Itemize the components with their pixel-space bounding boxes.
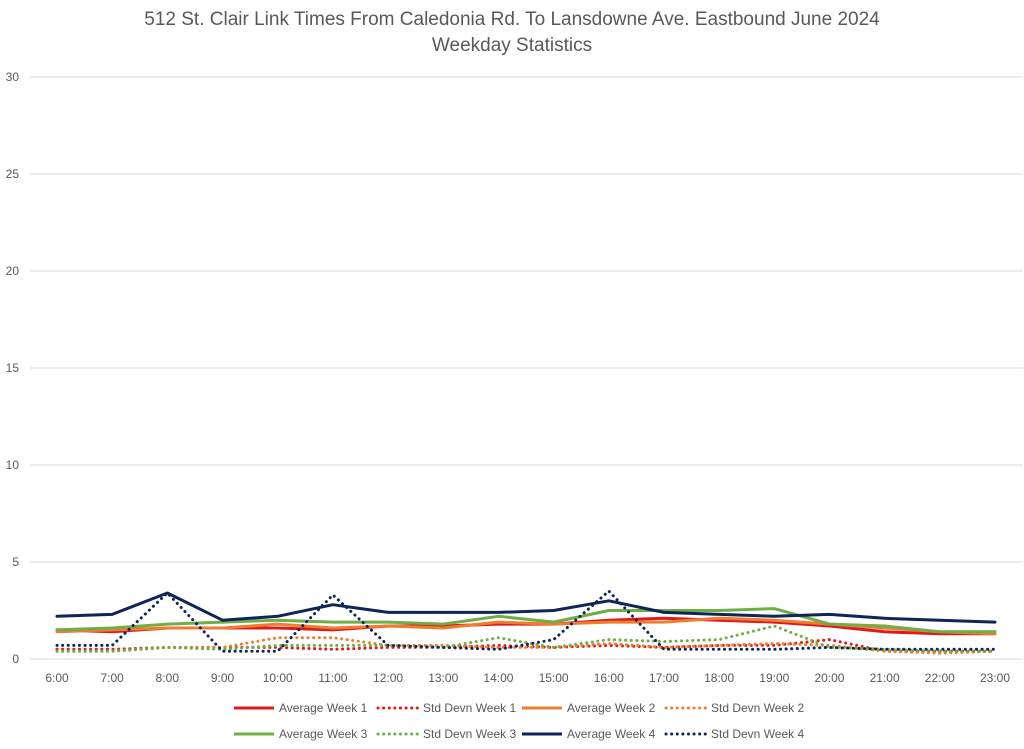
y-axis-ticks: 0 5 10 15 20 25 30 [6,70,20,666]
x-tick-label: 14:00 [483,671,513,685]
legend-item: Average Week 3 [234,727,368,741]
gridlines [30,76,1023,660]
x-axis-ticks: 6:00 7:00 8:00 9:00 10:00 11:00 12:00 13:00 14:0… [45,671,1010,685]
legend-label: Average Week 3 [279,727,368,741]
x-tick-label: 15:00 [539,671,569,685]
legend: Average Week 1 Std Devn Week 1 Average Wee… [234,701,804,741]
legend-item: Average Week 1 [234,701,368,715]
series-line-5 [55,607,997,634]
x-tick-label: 23:00 [980,671,1010,685]
x-tick-label: 6:00 [45,671,69,685]
x-tick-label: 16:00 [594,671,624,685]
series-line-8 [55,589,997,653]
x-tick-label: 8:00 [156,671,180,685]
y-tick-label: 25 [6,167,20,181]
legend-label: Std Devn Week 3 [423,727,516,741]
y-tick-label: 10 [6,458,20,472]
y-tick-label: 0 [12,652,19,666]
series-line-4 [55,636,997,655]
legend-item: Average Week 2 [522,701,656,715]
x-tick-label: 19:00 [759,671,789,685]
legend-item: Std Devn Week 3 [376,727,516,741]
legend-item: Std Devn Week 4 [664,727,804,741]
chart-subtitle: Weekday Statistics [431,35,593,56]
legend-label: Average Week 4 [567,727,656,741]
legend-label: Std Devn Week 2 [711,701,804,715]
chart-title: 512 St. Clair Link Times From Caledonia … [144,9,880,30]
legend-label: Std Devn Week 1 [423,701,516,715]
legend-item: Average Week 4 [522,727,656,741]
x-tick-label: 13:00 [428,671,458,685]
series-line-6 [55,624,997,653]
legend-label: Average Week 2 [567,701,656,715]
series-line-7 [55,591,997,624]
x-tick-label: 12:00 [373,671,403,685]
x-tick-label: 9:00 [211,671,235,685]
y-tick-label: 20 [6,264,20,278]
x-tick-label: 22:00 [925,671,955,685]
legend-label: Std Devn Week 4 [711,727,804,741]
x-tick-label: 10:00 [263,671,293,685]
series-lines [55,589,997,655]
legend-label: Average Week 1 [279,701,368,715]
y-tick-label: 5 [12,555,19,569]
x-tick-label: 21:00 [870,671,900,685]
x-tick-label: 11:00 [318,671,347,685]
x-tick-label: 17:00 [649,671,679,685]
x-tick-label: 18:00 [704,671,734,685]
legend-item: Std Devn Week 2 [664,701,804,715]
x-tick-label: 20:00 [814,671,844,685]
x-tick-label: 7:00 [100,671,124,685]
y-tick-label: 15 [6,361,20,375]
legend-item: Std Devn Week 1 [376,701,516,715]
y-tick-label: 30 [6,70,20,84]
